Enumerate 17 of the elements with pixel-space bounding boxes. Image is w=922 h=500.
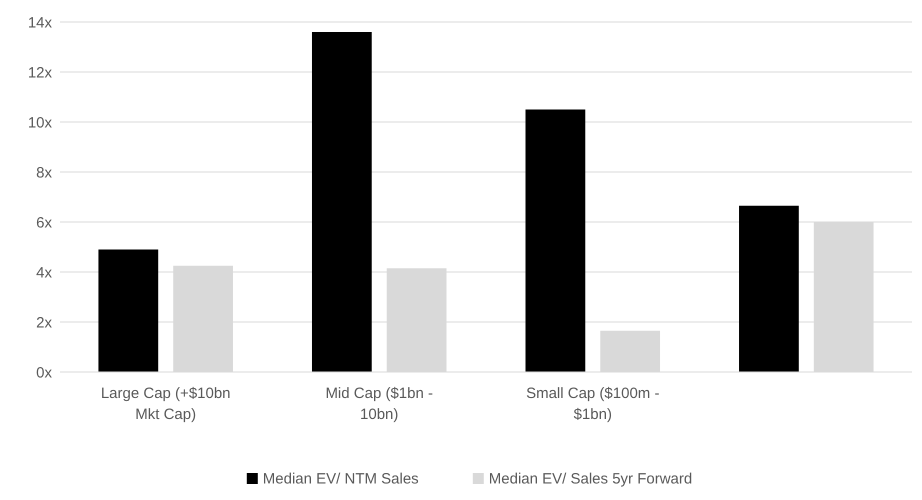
y-tick-label: 10x — [28, 114, 52, 132]
bar — [98, 250, 158, 372]
bar — [739, 206, 799, 372]
y-tick-label: 2x — [36, 314, 52, 332]
y-tick-label: 12x — [28, 64, 52, 82]
bar — [312, 32, 372, 372]
y-tick-label: 4x — [36, 264, 52, 282]
x-tick-label: Large Cap (+$10bn Mkt Cap) — [100, 385, 231, 423]
y-tick-label: 0x — [36, 364, 52, 382]
bar — [526, 110, 586, 372]
y-tick-label: 6x — [36, 214, 52, 232]
y-tick-label: 8x — [36, 164, 52, 182]
x-tick-label: Small Cap ($100m - $1bn) — [526, 385, 660, 423]
legend-label: Median EV/ NTM Sales — [262, 470, 419, 488]
legend-label: Median EV/ Sales 5yr Forward — [488, 470, 692, 488]
x-tick-label: Mid Cap ($1bn - 10bn) — [325, 385, 434, 423]
y-tick-label: 14x — [28, 14, 52, 32]
